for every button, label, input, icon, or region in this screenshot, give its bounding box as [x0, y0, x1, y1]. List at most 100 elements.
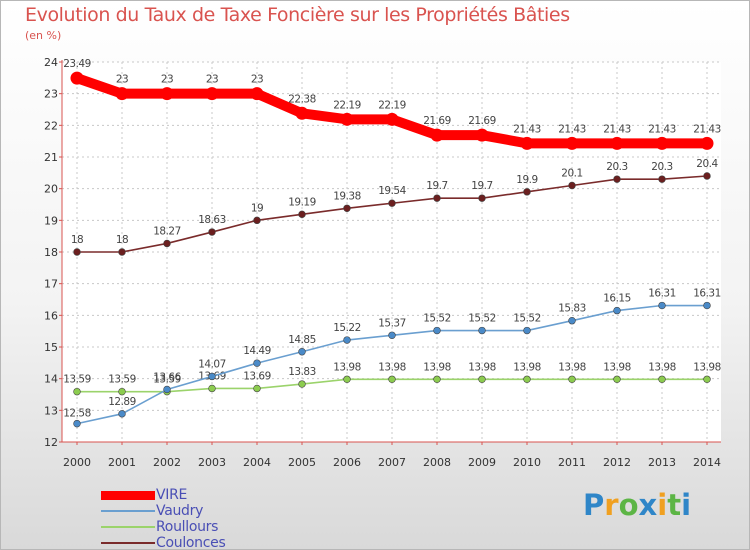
data-label-vaudry: 16.15 — [603, 293, 631, 305]
data-point-coulonces — [388, 199, 396, 207]
data-label-roullours: 13.98 — [423, 361, 451, 373]
data-point-vire — [160, 87, 174, 101]
data-label-vire: 23 — [206, 74, 218, 86]
data-point-vaudry — [523, 326, 531, 335]
data-point-coulonces — [343, 204, 351, 213]
data-label-coulonces: 19.54 — [378, 185, 406, 197]
data-point-coulonces — [613, 175, 621, 183]
data-point-roullours — [433, 375, 441, 383]
x-tick-label: 2012 — [603, 456, 631, 469]
x-tick-label: 2014 — [693, 456, 721, 469]
data-point-coulonces — [523, 188, 531, 196]
data-label-roullours: 13.59 — [153, 374, 181, 386]
y-tick-label: 20 — [44, 183, 58, 196]
chart-subtitle: (en %) — [25, 29, 62, 42]
data-label-vaudry: 15.83 — [558, 303, 586, 315]
data-point-coulonces — [298, 210, 306, 219]
y-tick-label: 24 — [44, 56, 58, 69]
data-point-coulonces — [478, 194, 486, 202]
y-tick-label: 18 — [44, 246, 58, 259]
data-label-vire: 21.69 — [468, 115, 496, 127]
data-point-coulonces — [208, 228, 216, 236]
legend-swatch — [101, 510, 155, 512]
data-label-vire: 21.69 — [423, 115, 451, 127]
data-point-coulonces — [703, 172, 711, 180]
x-tick-label: 2002 — [153, 456, 181, 469]
data-point-roullours — [703, 375, 711, 383]
data-point-vaudry — [298, 348, 306, 356]
data-label-vire: 23 — [251, 74, 263, 86]
logo-letter: o — [618, 488, 639, 522]
data-label-vire: 21.43 — [558, 123, 586, 135]
data-label-vire: 23.49 — [63, 58, 91, 70]
data-label-roullours: 13.83 — [288, 366, 316, 378]
data-label-vire: 21.43 — [603, 123, 631, 135]
legend-label: VIRE — [156, 487, 188, 503]
x-tick-label: 2001 — [108, 456, 136, 469]
y-tick-label: 12 — [44, 436, 58, 449]
data-label-roullours: 13.98 — [558, 361, 586, 373]
data-label-roullours: 13.69 — [243, 370, 271, 382]
legend-label: Coulonces — [156, 535, 226, 550]
legend-swatch — [101, 542, 155, 544]
data-label-vire: 23 — [116, 74, 128, 86]
legend-swatch — [101, 526, 155, 528]
data-point-coulonces — [73, 248, 81, 256]
data-point-vire — [340, 112, 354, 126]
data-point-vire — [565, 136, 579, 150]
data-point-vaudry — [433, 326, 441, 335]
data-label-roullours: 13.98 — [378, 361, 406, 373]
data-point-coulonces — [568, 181, 576, 190]
data-point-roullours — [118, 387, 126, 396]
data-label-coulonces: 18 — [71, 234, 83, 246]
data-point-vaudry — [703, 301, 711, 310]
data-point-coulonces — [163, 239, 171, 248]
data-label-coulonces: 18 — [116, 234, 128, 246]
data-point-vaudry — [253, 359, 261, 367]
data-point-roullours — [73, 387, 81, 396]
data-point-vaudry — [73, 419, 81, 428]
data-label-coulonces: 19.9 — [516, 174, 537, 186]
x-tick-label: 2010 — [513, 456, 541, 469]
data-point-roullours — [298, 380, 306, 388]
data-point-vire — [205, 87, 219, 101]
data-point-vire — [655, 136, 669, 150]
data-label-vaudry: 14.07 — [198, 358, 226, 370]
data-point-vire — [70, 71, 84, 85]
data-label-coulonces: 19.7 — [426, 180, 447, 192]
data-label-vaudry: 16.31 — [693, 288, 721, 300]
data-label-vaudry: 15.52 — [468, 313, 496, 325]
data-label-vaudry: 15.37 — [378, 317, 406, 329]
logo-letter: r — [604, 488, 619, 522]
data-point-vire — [250, 87, 264, 101]
y-tick-label: 17 — [44, 278, 58, 291]
y-tick-label: 13 — [44, 404, 58, 417]
data-label-vaudry: 16.31 — [648, 288, 676, 300]
x-tick-label: 2008 — [423, 456, 451, 469]
data-label-vire: 21.43 — [648, 123, 676, 135]
data-label-coulonces: 20.3 — [606, 161, 627, 173]
data-label-vaudry: 14.85 — [288, 334, 316, 346]
data-label-roullours: 13.98 — [513, 361, 541, 373]
logo-letter: i — [681, 488, 692, 522]
data-point-roullours — [613, 375, 621, 383]
data-point-roullours — [343, 375, 351, 383]
chart-title: Evolution du Taux de Taxe Foncière sur l… — [25, 4, 570, 26]
legend-label: Roullours — [156, 519, 219, 535]
data-point-vaudry — [343, 336, 351, 344]
y-tick-label: 14 — [44, 373, 58, 386]
data-point-vaudry — [163, 385, 171, 394]
data-point-roullours — [568, 375, 576, 383]
data-label-coulonces: 19.7 — [471, 180, 492, 192]
data-label-coulonces: 19 — [251, 202, 263, 214]
data-label-vaudry: 15.52 — [513, 313, 541, 325]
data-point-coulonces — [118, 248, 126, 256]
data-point-roullours — [253, 384, 261, 393]
data-point-coulonces — [433, 194, 441, 202]
legend-label: Vaudry — [156, 503, 204, 519]
data-point-vire — [295, 106, 309, 120]
y-tick-label: 15 — [44, 341, 58, 354]
data-label-vire: 23 — [161, 74, 173, 86]
